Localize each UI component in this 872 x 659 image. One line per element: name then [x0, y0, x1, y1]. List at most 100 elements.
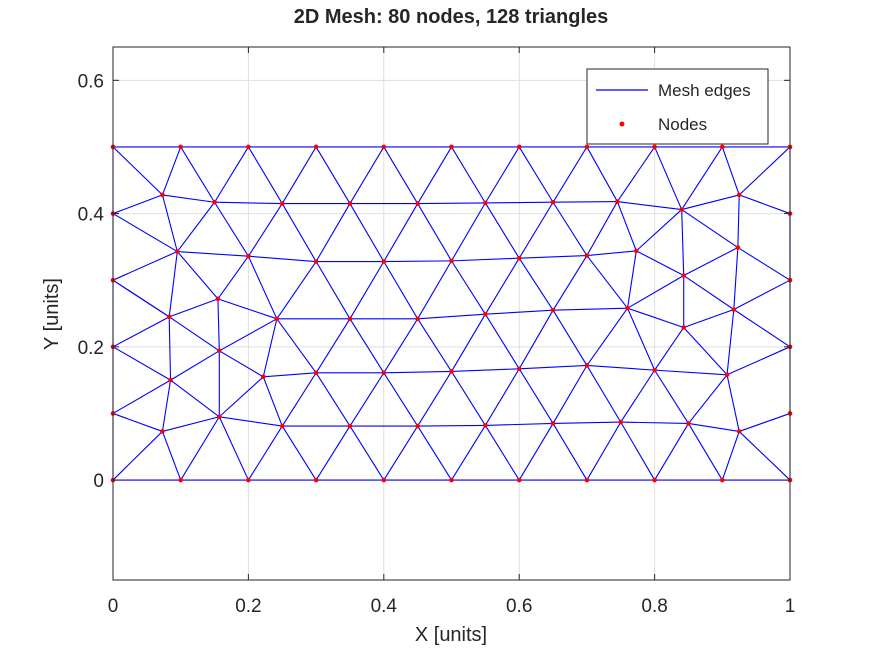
mesh-edge: [214, 201, 283, 205]
mesh-node: [615, 199, 620, 204]
mesh-edge: [217, 298, 220, 351]
mesh-edge: [247, 203, 283, 257]
mesh-edge: [617, 201, 682, 211]
mesh-edge: [683, 327, 728, 376]
legend-nodes-label: Nodes: [658, 115, 707, 134]
mesh-node: [634, 248, 639, 254]
mesh-edge: [654, 369, 728, 376]
mesh-edge: [552, 146, 588, 203]
mesh-edge: [168, 251, 178, 317]
mesh-edge: [738, 431, 791, 481]
mesh-edge: [112, 431, 163, 481]
mesh-edge: [276, 261, 317, 320]
mesh-node: [736, 192, 742, 198]
mesh-edge: [552, 309, 588, 366]
mesh-edge: [451, 425, 486, 481]
mesh-edge: [616, 146, 656, 202]
mesh-edge: [112, 146, 163, 196]
x-tick-label: 0.2: [235, 596, 261, 617]
mesh-edge: [451, 313, 486, 372]
mesh-edge: [552, 255, 588, 311]
mesh-edge: [168, 316, 172, 381]
mesh-edge: [349, 425, 385, 481]
mesh-edge: [552, 423, 588, 481]
mesh-node: [160, 429, 165, 434]
mesh-edge: [349, 261, 385, 320]
mesh-edge: [217, 298, 278, 320]
mesh-edge: [112, 346, 171, 381]
mesh-edge: [518, 146, 554, 203]
axis-ticks: 0 0.2 0.4 0.6 0.8 1 0 0.2 0.4 0.6: [78, 47, 796, 617]
mesh-edge: [417, 424, 486, 427]
mesh-edge: [417, 203, 452, 262]
mesh-edge: [484, 202, 520, 259]
mesh-edge: [553, 421, 621, 424]
mesh-node: [652, 367, 657, 373]
mesh-edge: [451, 257, 520, 262]
mesh-node: [679, 207, 684, 212]
mesh-edge: [620, 421, 689, 424]
chart-title: 2D Mesh: 80 nodes, 128 triangles: [294, 6, 609, 28]
mesh-node: [246, 253, 251, 259]
mesh-edge: [586, 365, 622, 423]
mesh-edge: [519, 254, 587, 259]
mesh-edge: [654, 423, 689, 481]
plot-frame: [112, 46, 791, 581]
mesh-node: [618, 419, 624, 425]
mesh-edge: [161, 431, 182, 481]
mesh-node: [449, 258, 454, 264]
mesh-node: [483, 423, 488, 428]
mesh-edge: [349, 203, 385, 262]
mesh-edge: [733, 279, 791, 310]
mesh-edge: [169, 298, 219, 318]
mesh-edge: [739, 194, 791, 215]
mesh-edge: [451, 371, 486, 426]
mesh-node: [550, 199, 556, 205]
x-tick-label: 0.8: [641, 596, 667, 617]
mesh-edge: [168, 316, 220, 352]
mesh-edge: [162, 194, 215, 203]
mesh-edge: [552, 365, 588, 424]
mesh-node: [212, 199, 217, 205]
mesh-edge: [484, 257, 520, 315]
y-tick-label: 0: [93, 471, 104, 492]
mesh-edge: [281, 425, 317, 481]
mesh-nodes: [110, 144, 793, 483]
x-tick-label: 0.4: [371, 596, 398, 617]
mesh-node: [681, 325, 687, 330]
mesh-node: [279, 201, 285, 206]
mesh-edge: [315, 425, 351, 481]
mesh-edge: [281, 146, 317, 204]
mesh-node: [381, 370, 387, 376]
mesh-edge: [248, 255, 317, 263]
mesh-node: [246, 477, 251, 483]
mesh-edge: [263, 372, 317, 378]
mesh-node: [415, 316, 420, 322]
mesh-node: [584, 477, 590, 483]
mesh-edge: [485, 201, 554, 204]
mesh-edge: [485, 309, 554, 315]
mesh-edge: [451, 146, 486, 204]
mesh-edge: [349, 146, 385, 204]
mesh-node: [724, 372, 730, 378]
mesh-node: [216, 414, 222, 420]
mesh-edge: [315, 146, 351, 204]
mesh-node: [168, 377, 173, 383]
mesh-node: [178, 477, 183, 483]
mesh-node: [347, 423, 353, 429]
mesh-node: [516, 477, 522, 483]
x-tick-label: 1: [785, 596, 796, 617]
mesh-edge: [553, 201, 618, 203]
mesh-edge: [586, 364, 655, 371]
mesh-edge: [485, 422, 554, 426]
mesh-edge: [688, 374, 728, 424]
mesh-edge: [683, 247, 739, 277]
mesh-edge: [219, 318, 278, 352]
mesh-edge: [383, 146, 419, 204]
mesh-edge: [112, 251, 178, 281]
mesh-edge: [586, 255, 628, 309]
mesh-edge: [484, 313, 520, 370]
mesh-edge: [176, 251, 219, 300]
mesh-edge: [737, 194, 740, 248]
mesh-node: [516, 255, 522, 261]
